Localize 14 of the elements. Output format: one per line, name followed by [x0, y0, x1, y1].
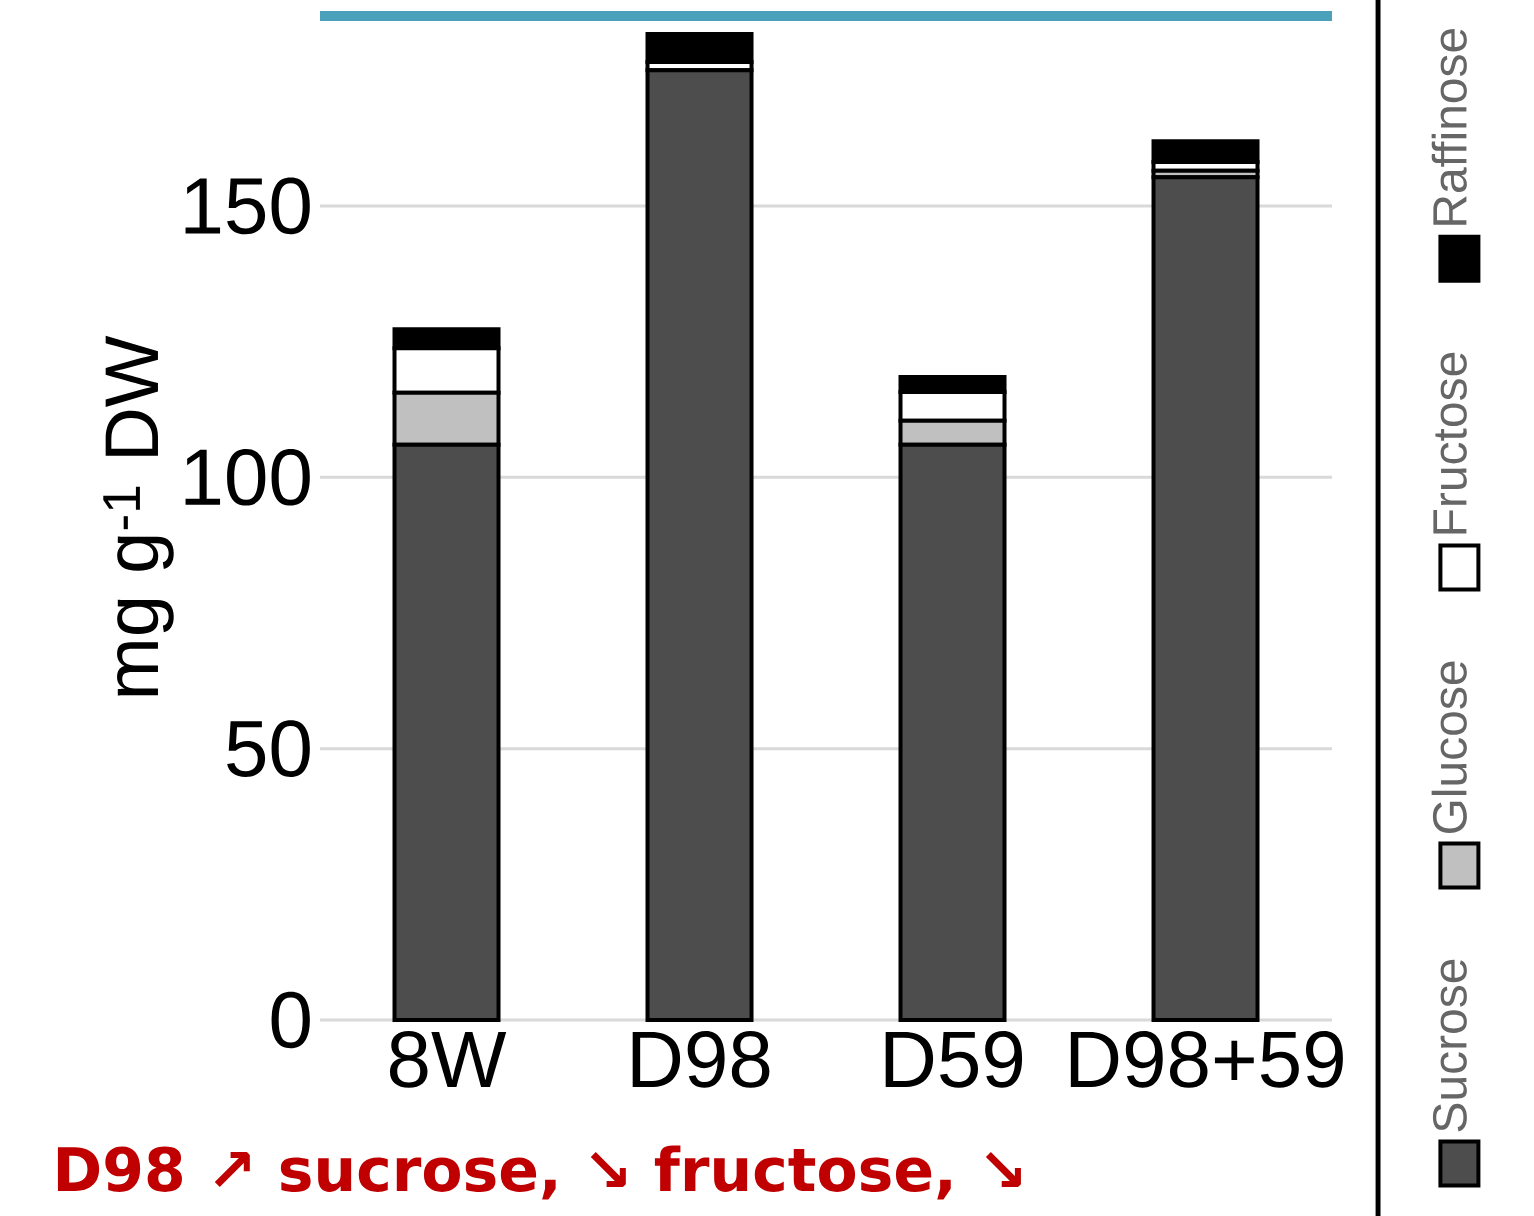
x-tick-label: D59 [885, 1031, 1023, 1088]
text: D98 ↗ sucrose, ↘ fructose, ↘ [57, 1145, 1021, 1200]
y-tick-label: 100 [185, 448, 310, 506]
y-axis-title: mg g$^{-1}$ DW [103, 335, 174, 696]
x-tick-label: 8W [389, 1031, 507, 1088]
text: Sucrose [1432, 959, 1467, 1132]
y-tick-label: 0 [271, 991, 310, 1049]
x-tick-label: D98 [632, 1031, 770, 1088]
text: Raffinose [1431, 28, 1467, 225]
text: Glucose [1431, 661, 1467, 834]
y-tick-label: 50 [227, 720, 310, 777]
text: Fructose [1433, 352, 1467, 534]
x-tick-label: D98+59 [1070, 1031, 1343, 1088]
y-tick-label: 150 [185, 177, 310, 235]
